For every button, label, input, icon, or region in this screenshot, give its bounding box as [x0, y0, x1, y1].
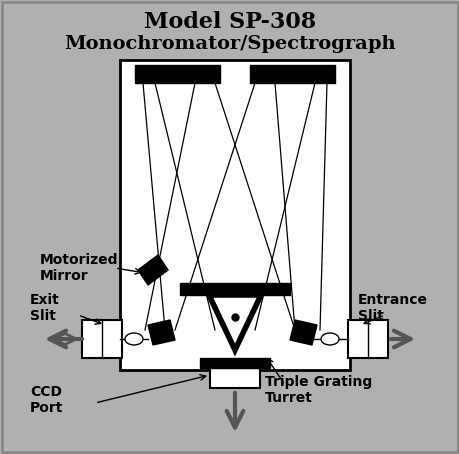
- Text: CCD
Port: CCD Port: [30, 385, 63, 415]
- Bar: [179, 283, 289, 295]
- Polygon shape: [138, 255, 168, 285]
- Bar: [134, 65, 219, 83]
- Text: Entrance
Slit: Entrance Slit: [357, 293, 427, 323]
- Text: Model SP-308: Model SP-308: [144, 11, 315, 33]
- Text: Motorized
Mirror: Motorized Mirror: [40, 253, 118, 283]
- Ellipse shape: [320, 333, 338, 345]
- Bar: [82, 320, 122, 358]
- Polygon shape: [289, 320, 316, 345]
- Text: Exit
Slit: Exit Slit: [30, 293, 60, 323]
- Bar: [249, 65, 334, 83]
- Bar: [210, 368, 259, 388]
- Polygon shape: [148, 320, 174, 345]
- Bar: [200, 358, 269, 368]
- Bar: [120, 60, 349, 370]
- Ellipse shape: [125, 333, 143, 345]
- Bar: [347, 320, 387, 358]
- Text: Monochromator/Spectrograph: Monochromator/Spectrograph: [64, 35, 395, 53]
- Text: Triple Grating
Turret: Triple Grating Turret: [264, 375, 371, 405]
- Polygon shape: [208, 295, 260, 350]
